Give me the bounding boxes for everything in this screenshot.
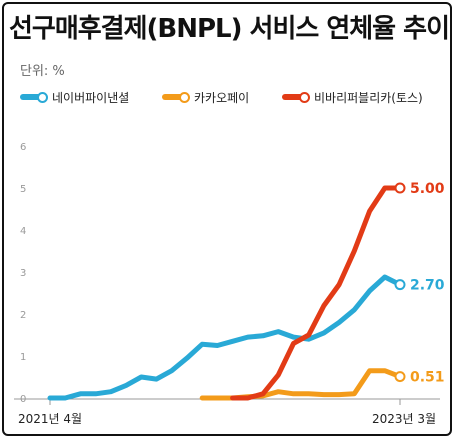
legend-swatch-kakao — [162, 92, 190, 103]
end-label-toss: 5.00 — [410, 181, 445, 197]
unit-label: 단위: % — [20, 64, 65, 79]
end-label-kakao: 0.51 — [410, 370, 445, 386]
legend-label-naver: 네이버파이낸셜 — [52, 91, 130, 105]
legend-label-toss: 비바리퍼블리카(토스) — [314, 91, 423, 105]
y-tick-label: 5 — [20, 184, 26, 195]
y-tick-label: 3 — [20, 268, 26, 279]
legend-swatch-naver — [20, 92, 48, 103]
y-tick-label: 6 — [20, 142, 26, 153]
chart-title: 선구매후결제(BNPL) 서비스 연체율 추이 — [8, 14, 450, 44]
end-label-naver: 2.70 — [410, 278, 445, 294]
series-line-naver — [47, 274, 403, 401]
chart-frame — [2, 2, 452, 436]
y-tick-label: 4 — [20, 226, 26, 237]
x-label-end: 2023년 3월 — [372, 412, 436, 426]
x-label-start: 2021년 4월 — [18, 412, 82, 426]
end-marker-naver — [394, 279, 406, 291]
series-line-kakao — [199, 368, 403, 401]
series-line-toss — [230, 185, 403, 401]
end-marker-kakao — [394, 371, 406, 383]
legend-label-kakao: 카카오페이 — [194, 91, 250, 105]
end-marker-toss — [394, 182, 406, 194]
y-tick-label: 0 — [20, 394, 26, 405]
y-tick-label: 2 — [20, 310, 26, 321]
legend-swatch-toss — [282, 92, 310, 103]
y-tick-label: 1 — [20, 352, 26, 363]
